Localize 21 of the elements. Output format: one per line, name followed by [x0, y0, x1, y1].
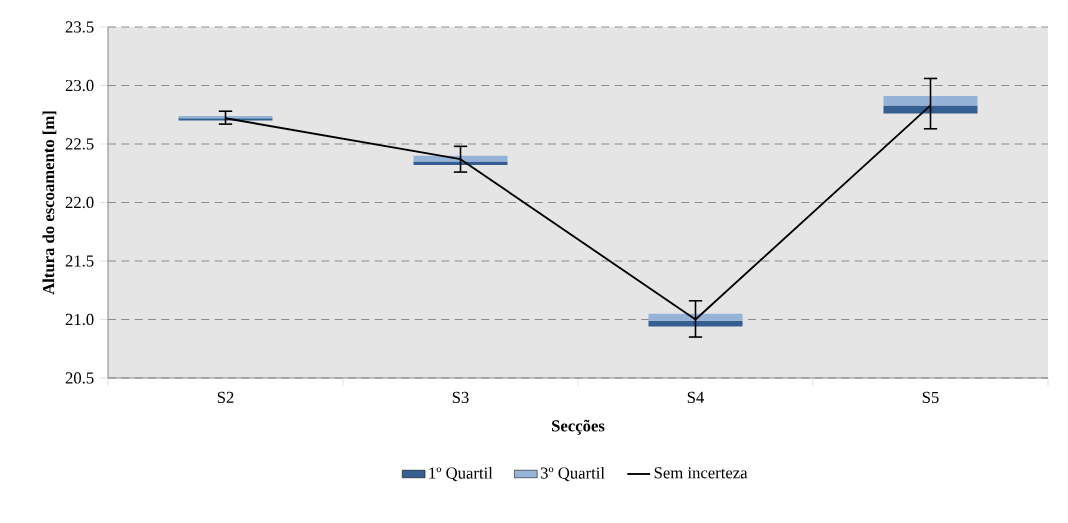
bar	[648, 320, 743, 327]
x-tick-label: S2	[217, 391, 234, 404]
bar	[413, 155, 508, 162]
y-tick-label: 23.0	[65, 79, 94, 92]
x-tick-label: S4	[687, 391, 705, 404]
legend-label: 3º Quartil	[540, 466, 605, 482]
y-tick-label: 20.5	[65, 372, 94, 384]
y-tick-label: 23.5	[65, 21, 94, 33]
x-tick-label: S5	[922, 391, 939, 404]
x-tick-label: S3	[452, 391, 469, 404]
legend-label: 1º Quartil	[429, 466, 493, 482]
y-tick-label: 21.0	[65, 313, 94, 326]
legend-label: Sem incerteza	[654, 467, 748, 479]
y-tick-label: 22.5	[65, 138, 94, 150]
bar	[648, 313, 743, 321]
bar	[883, 96, 978, 106]
y-tick-label: 21.5	[65, 255, 94, 267]
y-tick-label: 22.0	[65, 196, 94, 209]
x-axis-title: Secções	[552, 419, 605, 435]
bar	[883, 105, 978, 114]
y-axis-title: Altura do escoamento [m]	[42, 111, 57, 295]
